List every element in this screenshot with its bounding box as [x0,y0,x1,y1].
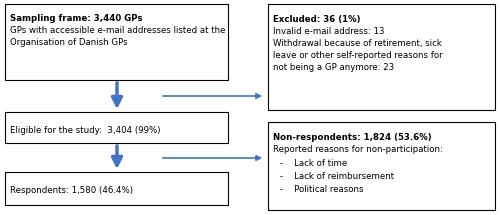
Text: -    Lack of time: - Lack of time [280,159,347,168]
Text: Excluded: 36 (1%): Excluded: 36 (1%) [273,15,360,24]
Text: Invalid e-mail address: 13: Invalid e-mail address: 13 [273,27,384,36]
Text: Withdrawal because of retirement, sick: Withdrawal because of retirement, sick [273,39,442,48]
Text: leave or other self-reported reasons for: leave or other self-reported reasons for [273,51,442,60]
Text: not being a GP anymore: 23: not being a GP anymore: 23 [273,63,394,72]
Text: -    Political reasons: - Political reasons [280,185,363,194]
Bar [5,4,228,80]
Text: GPs with accessible e-mail addresses listed at the: GPs with accessible e-mail addresses lis… [10,26,226,35]
Text: Organisation of Danish GPs: Organisation of Danish GPs [10,38,128,47]
Text: Sampling frame: 3,440 GPs: Sampling frame: 3,440 GPs [10,14,142,23]
Bar [268,4,495,110]
Bar [5,172,228,205]
Text: -    Lack of reimbursement: - Lack of reimbursement [280,172,394,181]
Bar [268,122,495,210]
Text: Non-respondents: 1,824 (53.6%): Non-respondents: 1,824 (53.6%) [273,133,432,142]
Bar [5,112,228,143]
Text: Reported reasons for non-participation:: Reported reasons for non-participation: [273,145,443,154]
Text: Eligible for the study:  3,404 (99%): Eligible for the study: 3,404 (99%) [10,126,160,135]
Text: Respondents: 1,580 (46.4%): Respondents: 1,580 (46.4%) [10,186,133,195]
